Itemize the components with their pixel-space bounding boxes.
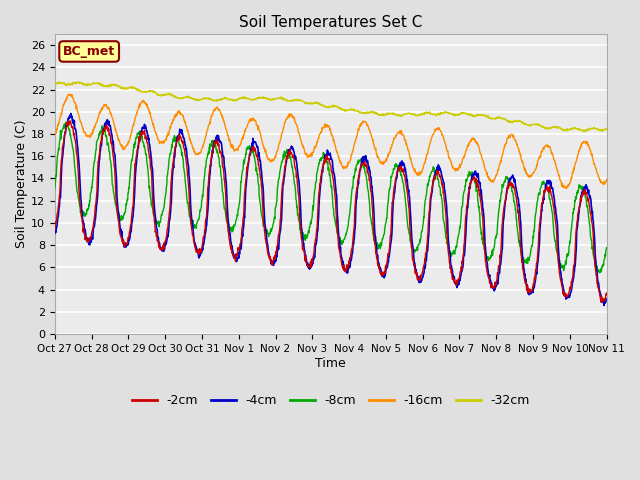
Title: Soil Temperatures Set C: Soil Temperatures Set C — [239, 15, 422, 30]
X-axis label: Time: Time — [316, 357, 346, 370]
Y-axis label: Soil Temperature (C): Soil Temperature (C) — [15, 120, 28, 248]
Legend: -2cm, -4cm, -8cm, -16cm, -32cm: -2cm, -4cm, -8cm, -16cm, -32cm — [127, 389, 535, 412]
Text: BC_met: BC_met — [63, 45, 115, 58]
